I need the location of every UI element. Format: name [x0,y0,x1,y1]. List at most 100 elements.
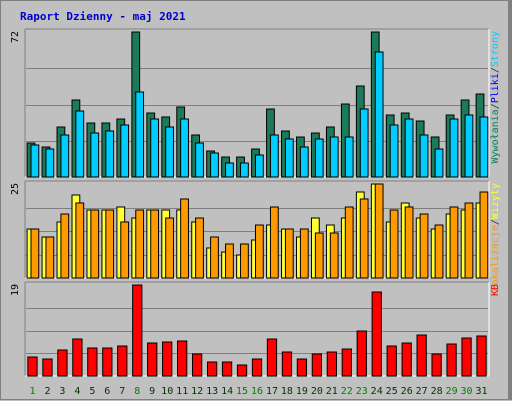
bar-kb-day-5 [87,347,98,377]
bar-lokalizacje-day-9 [150,209,160,279]
legend-label: / [490,103,501,109]
x-tick-label: 8 [134,386,140,397]
bar-kb-day-15 [236,364,248,377]
bar-lokalizacje-day-30 [464,202,474,279]
x-tick-label: 1 [29,386,35,397]
bar-strony-day-11 [180,118,189,178]
legend-label: Wizyty [490,183,501,219]
bar-strony-day-15 [240,162,249,178]
bar-lokalizacje-day-1 [30,228,40,279]
bottom-ymax-label: 19 [10,284,21,296]
bar-kb-day-16 [251,358,263,377]
bar-kb-day-21 [326,351,337,377]
bottom-panel: 19 KB [10,281,501,377]
bar-kb-day-9 [147,342,158,377]
x-tick-label: 27 [416,386,428,397]
x-tick-label: 9 [149,386,155,397]
bar-lokalizacje-day-17 [269,206,279,279]
bar-lokalizacje-day-31 [479,191,489,279]
bar-lokalizacje-day-3 [60,213,70,279]
bar-strony-day-18 [284,138,294,178]
x-tick-label: 14 [221,386,233,397]
middle-legend: Lokalizacje/Wizyty [490,183,501,291]
bar-lokalizacje-day-23 [359,198,369,279]
bar-strony-day-23 [359,108,369,178]
bar-kb-day-25 [386,345,397,377]
bar-lokalizacje-day-16 [255,224,264,279]
legend-label: / [490,219,501,225]
bar-strony-day-29 [449,118,459,178]
bar-strony-day-2 [45,148,55,178]
bar-lokalizacje-day-18 [284,228,294,279]
bar-lokalizacje-day-25 [389,209,399,279]
bar-lokalizacje-day-19 [299,228,309,279]
bar-kb-day-29 [446,343,457,377]
bar-strony-day-22 [344,136,354,178]
middle-ymax-label: 25 [10,183,21,195]
bar-strony-day-6 [105,130,115,178]
x-tick-label: 25 [386,386,398,397]
bar-strony-day-12 [195,142,204,178]
bar-strony-day-9 [150,118,160,178]
x-tick-label: 5 [89,386,95,397]
bar-strony-day-3 [60,134,70,178]
x-tick-label: 19 [296,386,308,397]
bar-lokalizacje-day-15 [240,243,249,279]
bar-strony-day-16 [255,154,264,178]
bar-kb-day-13 [206,361,218,377]
bar-lokalizacje-day-2 [45,236,55,279]
bar-kb-day-14 [221,361,233,377]
legend-label: Wywołania [490,109,501,163]
x-tick-label: 2 [44,386,50,397]
x-tick-label: 21 [326,386,338,397]
bar-strony-day-25 [389,124,399,178]
bar-strony-day-28 [434,148,444,178]
x-tick-label: 24 [371,386,383,397]
bar-strony-day-13 [210,152,219,178]
bar-strony-day-1 [30,144,40,178]
bottom-legend: KB [490,284,501,296]
x-tick-label: 15 [236,386,248,397]
x-tick-label: 23 [356,386,368,397]
bar-lokalizacje-day-14 [225,243,234,279]
bar-kb-day-2 [42,358,53,377]
bar-lokalizacje-day-7 [120,221,130,279]
bar-lokalizacje-day-12 [195,217,204,279]
x-tick-label: 30 [460,386,472,397]
bar-strony-day-8 [135,91,145,178]
x-tick-label: 18 [281,386,293,397]
x-tick-label: 26 [401,386,413,397]
bar-strony-day-14 [225,162,234,178]
bar-lokalizacje-day-27 [419,213,429,279]
bar-lokalizacje-day-5 [90,209,100,279]
legend-label: Strony [490,31,501,67]
middle-panel: 25 Lokalizacje/Wizyty [10,180,501,291]
bar-kb-day-31 [476,335,487,377]
bar-kb-day-26 [401,342,412,377]
bar-strony-day-21 [329,136,339,178]
legend-label: KB [490,284,501,296]
chart-title: Raport Dzienny - maj 2021 [20,10,186,23]
bar-lokalizacje-day-13 [210,236,219,279]
x-tick-label: 29 [446,386,458,397]
bar-strony-day-31 [479,116,489,178]
top-legend: Wywołania/Pliki/Strony [490,31,501,163]
x-tick-label: 31 [475,386,487,397]
bar-strony-day-10 [165,126,174,178]
bar-lokalizacje-day-20 [314,232,324,279]
x-tick-label: 13 [206,386,218,397]
legend-label: Lokalizacje [490,225,501,291]
bar-strony-day-17 [269,134,279,178]
x-tick-label: 7 [119,386,125,397]
x-tick-label: 4 [74,386,80,397]
bar-lokalizacje-day-22 [344,206,354,279]
top-ymax-label: 72 [10,31,21,43]
x-axis-labels: 1 2 3 4 5 6 7 8 9 10 11 12 13 14 15 16 17 18 19 20 21 22 23 24 2… [29,386,487,397]
bar-lokalizacje-day-26 [404,206,414,279]
x-tick-label: 20 [311,386,323,397]
bar-kb-day-23 [356,330,367,377]
bar-lokalizacje-day-8 [135,209,145,279]
bar-strony-day-4 [75,110,85,178]
bar-kb-day-4 [72,338,83,377]
